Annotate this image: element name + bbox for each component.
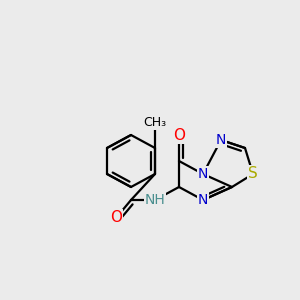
Text: S: S [248, 167, 258, 182]
Text: NH: NH [145, 193, 165, 207]
Text: CH₃: CH₃ [143, 116, 167, 128]
Text: O: O [110, 211, 122, 226]
Text: O: O [173, 128, 185, 142]
Text: N: N [198, 193, 208, 207]
Text: N: N [216, 133, 226, 147]
Text: N: N [198, 167, 208, 181]
